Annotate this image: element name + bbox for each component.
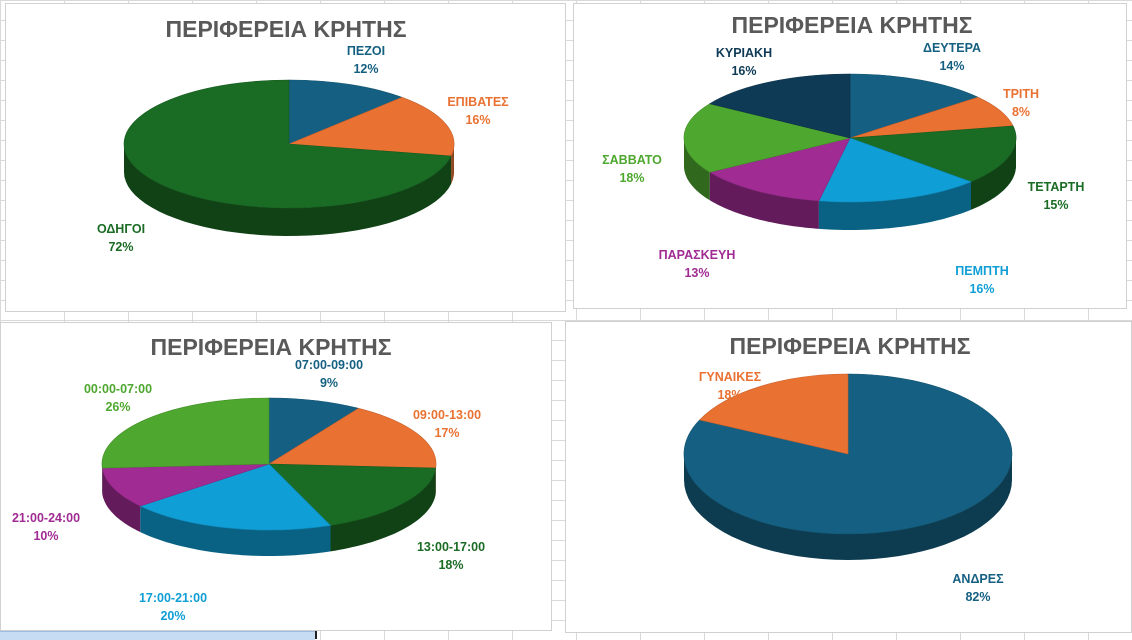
chart-1-svg: ΠΕΡΙΦΕΡΕΙΑ ΚΡΗΤΗΣ ΠΕΖΟΙ 12% ΕΠΙΒΑΤΕΣ 16% ΟΔΗ… [6,4,567,313]
chart-2-label-5: ΣΑΒΒΑΤΟ [602,153,662,167]
chart-3-value-2: 18% [438,558,463,572]
chart-3-label-1: 09:00-13:00 [413,408,481,422]
chart-2-title: ΠΕΡΙΦΕΡΕΙΑ ΚΡΗΤΗΣ [732,12,973,38]
chart-4-label-0: ΑΝΔΡΕΣ [952,572,1004,586]
chart-4-svg: ΠΕΡΙΦΕΡΕΙΑ ΚΡΗΤΗΣ ΑΝΔΡΕΣ 82% ΓΥΝΑΙΚΕΣ 18% [566,322,1132,634]
chart-3-label-3: 17:00-21:00 [139,591,207,605]
chart-2-value-6: 16% [731,64,756,78]
chart-2-label-3: ΠΕΜΠΤΗ [955,264,1008,278]
chart-3-svg: ΠΕΡΙΦΕΡΕΙΑ ΚΡΗΤΗΣ 07:00-09:00 9% 09:00-13:… [1,323,553,632]
chart-2-label-4: ΠΑΡΑΣΚΕΥΗ [659,248,736,262]
chart-3-value-5: 26% [105,400,130,414]
chart-3-title: ΠΕΡΙΦΕΡΕΙΑ ΚΡΗΤΗΣ [151,334,392,360]
chart-panel-2[interactable]: ΠΕΡΙΦΕΡΕΙΑ ΚΡΗΤΗΣ ΔΕΥΤΕΡΑ 14% ΤΡΙΤΗ 8% ΤΕΤΑΡ… [573,3,1127,309]
chart-1-label-0: ΠΕΖΟΙ [347,44,385,58]
chart-1-title: ΠΕΡΙΦΕΡΕΙΑ ΚΡΗΤΗΣ [166,16,407,42]
chart-2-svg: ΠΕΡΙΦΕΡΕΙΑ ΚΡΗΤΗΣ ΔΕΥΤΕΡΑ 14% ΤΡΙΤΗ 8% ΤΕΤΑΡ… [574,4,1128,310]
chart-4-title: ΠΕΡΙΦΕΡΕΙΑ ΚΡΗΤΗΣ [730,333,971,359]
chart-3-value-4: 10% [33,529,58,543]
chart-3-label-0: 07:00-09:00 [295,358,363,372]
chart-2-value-5: 18% [619,171,644,185]
chart-panel-4[interactable]: ΠΕΡΙΦΕΡΕΙΑ ΚΡΗΤΗΣ ΑΝΔΡΕΣ 82% ΓΥΝΑΙΚΕΣ 18% [565,321,1132,633]
chart-3-label-5: 00:00-07:00 [84,382,152,396]
chart-1-value-2: 72% [108,240,133,254]
chart-2-value-4: 13% [684,266,709,280]
chart-2-label-2: ΤΕΤΑΡΤΗ [1028,180,1085,194]
chart-1-plot: ΠΕΖΟΙ 12% ΕΠΙΒΑΤΕΣ 16% ΟΔΗΓΟΙ 72% [97,44,509,254]
chart-2-label-1: ΤΡΙΤΗ [1003,87,1039,101]
chart-2-label-0: ΔΕΥΤΕΡΑ [923,41,981,55]
chart-3-plot: 07:00-09:00 9% 09:00-13:00 17% 13:00-17:00 18… [12,358,485,623]
chart-3-value-1: 17% [434,426,459,440]
chart-2-label-6: ΚΥΡΙΑΚΗ [716,46,772,60]
chart-4-value-1: 18% [717,388,742,402]
chart-3-value-3: 20% [160,609,185,623]
chart-3-label-4: 21:00-24:00 [12,511,80,525]
chart-4-plot: ΑΝΔΡΕΣ 82% ΓΥΝΑΙΚΕΣ 18% [684,370,1012,604]
chart-1-value-1: 16% [465,113,490,127]
chart-4-label-1: ΓΥΝΑΙΚΕΣ [699,370,762,384]
chart-4-value-0: 82% [965,590,990,604]
chart-2-value-3: 16% [969,282,994,296]
sheet-cursor-line [315,631,317,639]
chart-3-label-2: 13:00-17:00 [417,540,485,554]
chart-2-value-1: 8% [1012,105,1030,119]
chart-panel-3[interactable]: ΠΕΡΙΦΕΡΕΙΑ ΚΡΗΤΗΣ 07:00-09:00 9% 09:00-13:… [0,322,552,631]
chart-panel-1[interactable]: ΠΕΡΙΦΕΡΕΙΑ ΚΡΗΤΗΣ ΠΕΖΟΙ 12% ΕΠΙΒΑΤΕΣ 16% ΟΔΗ… [5,3,566,312]
chart-1-label-1: ΕΠΙΒΑΤΕΣ [447,95,509,109]
chart-2-value-0: 14% [939,59,964,73]
chart-2-value-2: 15% [1043,198,1068,212]
chart-1-label-2: ΟΔΗΓΟΙ [97,222,145,236]
chart-2-plot: ΔΕΥΤΕΡΑ 14% ΤΡΙΤΗ 8% ΤΕΤΑΡΤΗ 15% ΠΕΜΠΤΗ 16% ΠΑΡΑ… [602,41,1084,296]
chart-1-value-0: 12% [353,62,378,76]
chart-3-value-0: 9% [320,376,338,390]
